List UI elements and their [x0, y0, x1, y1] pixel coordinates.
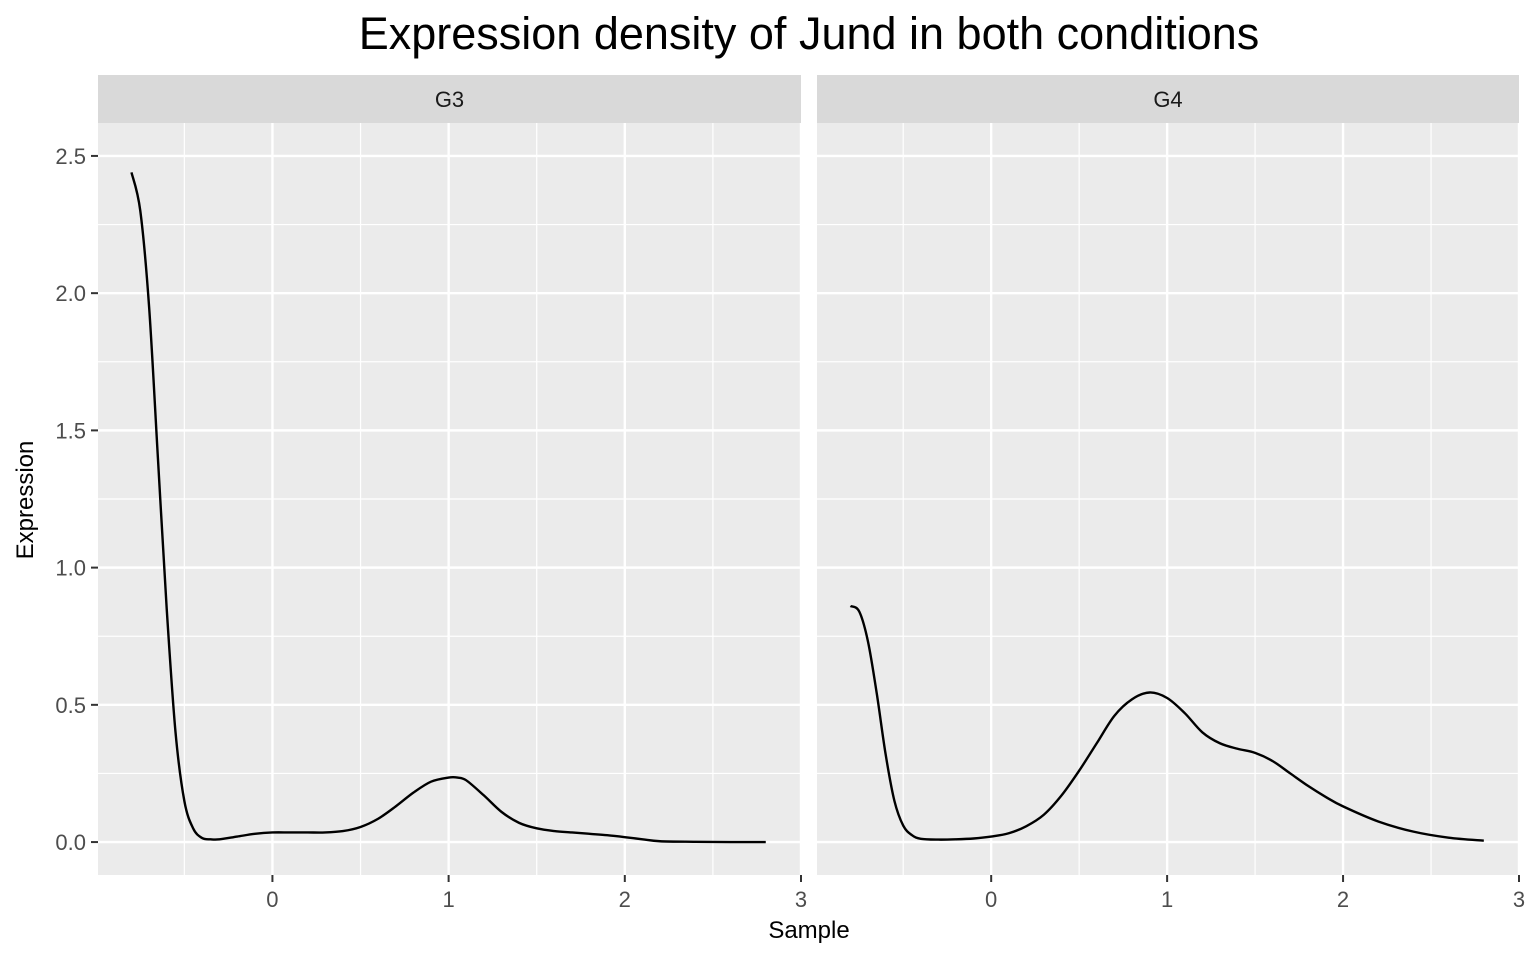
x-axis-g3: 0 1 2 3	[266, 875, 807, 912]
density-line-g4	[849, 604, 1484, 842]
y-tick-label: 2.5	[55, 144, 86, 169]
y-tick-label: 1.5	[55, 418, 86, 443]
strip-label-g3: G3	[435, 87, 464, 112]
density-line-g3	[130, 172, 766, 844]
x-axis-g4: 0 1 2 3	[985, 875, 1525, 912]
strip-background	[98, 75, 801, 123]
x-tick-label: 3	[1513, 887, 1525, 912]
strip-label-g4: G4	[1153, 87, 1182, 112]
y-tick-label: 1.0	[55, 556, 86, 581]
panel-g4: G4 0 1 2 3	[817, 75, 1525, 912]
y-axis: 0.0 0.5 1.0 1.5 2.0 2.5	[55, 144, 98, 855]
x-axis-title: Sample	[768, 917, 849, 944]
x-tick-label: 0	[985, 887, 997, 912]
strip-background	[817, 75, 1519, 123]
x-tick-label: 0	[266, 887, 278, 912]
gridlines	[98, 123, 803, 875]
x-tick-label: 1	[1161, 887, 1173, 912]
chart-title: Expression density of Jund in both condi…	[359, 8, 1260, 59]
x-tick-label: 2	[619, 887, 631, 912]
y-tick-label: 0.0	[55, 830, 86, 855]
y-tick-label: 2.0	[55, 281, 86, 306]
y-tick-label: 0.5	[55, 693, 86, 718]
y-axis-title: Expression	[12, 441, 39, 560]
panel-g3: G3 0 1 2 3	[98, 75, 807, 912]
x-tick-label: 3	[795, 887, 807, 912]
gridlines	[817, 123, 1521, 875]
x-tick-label: 1	[442, 887, 454, 912]
x-tick-label: 2	[1337, 887, 1349, 912]
